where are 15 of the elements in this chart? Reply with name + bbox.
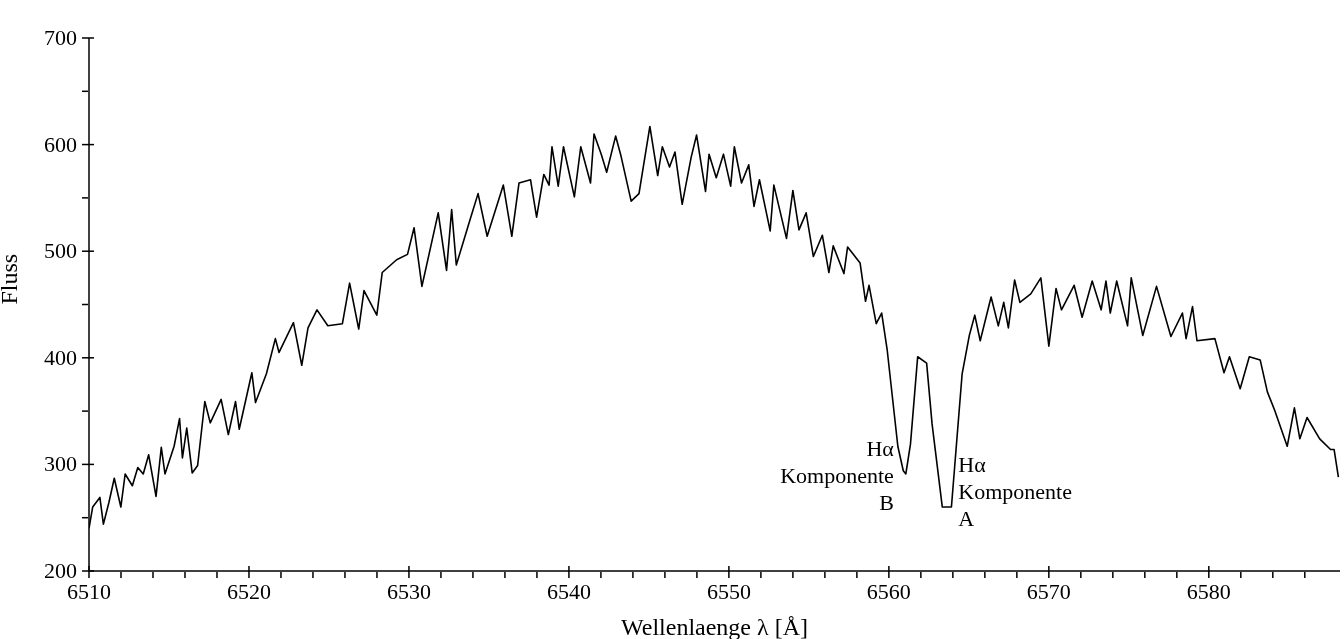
x-tick-label: 6550 [706,579,751,604]
y-tick-label: 400 [44,344,77,370]
y-tick-label: 500 [44,238,77,264]
y-tick-label: 600 [44,131,77,157]
y-tick-label: 700 [44,25,77,50]
x-tick-label: 6540 [546,579,591,604]
x-tick-label: 6520 [226,579,271,604]
y-tick-label: 300 [44,451,77,477]
annotation: Hα Komponente B [780,435,895,515]
x-tick-label: 6580 [1186,579,1231,604]
x-tick-label: 6570 [1026,579,1071,604]
y-axis-title: Fluss [0,253,22,305]
annotation: Hα Komponente A [958,452,1072,532]
x-tick-label: 6530 [386,579,431,604]
x-tick-label: 6560 [866,579,911,604]
